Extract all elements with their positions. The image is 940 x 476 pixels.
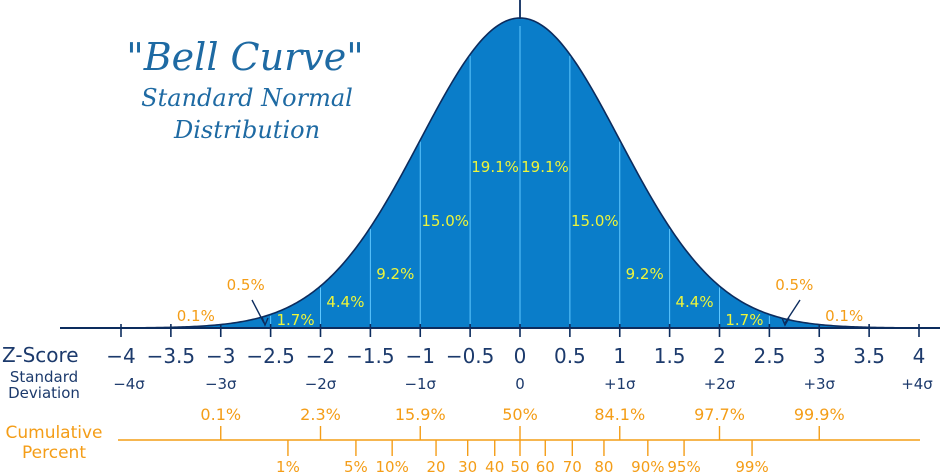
sigma-label: +3σ [803,375,835,393]
zscore-label: −3 [206,344,235,368]
sigma-label: −4σ [113,375,145,393]
region-label: 4.4% [326,293,364,311]
cumulative-major-label: 0.1% [200,405,241,424]
cumulative-minor-label: 50 [510,458,529,476]
region-label: 4.4% [676,293,714,311]
zscore-label: 3.5 [853,344,885,368]
bell-curve-area [111,18,939,328]
cumulative-major-label: 15.9% [395,405,446,424]
zscore-label: −1 [406,344,435,368]
std-row-label-line2: Deviation [8,384,80,402]
sigma-label: +1σ [604,375,636,393]
diagram-subtitle-line2: Distribution [173,116,320,144]
region-label: 1.7% [725,311,763,329]
diagram-subtitle-line1: Standard Normal [141,84,353,112]
cumulative-major-label: 50% [502,405,538,424]
zscore-row-label: Z-Score [2,343,79,367]
cumulative-minor-label: 30 [458,458,477,476]
zscore-label: 4 [913,344,926,368]
cumulative-minor-label: 90% [631,458,664,476]
cumulative-major-label: 84.1% [594,405,645,424]
cumulative-major-label: 2.3% [300,405,341,424]
zscore-label: 2 [713,344,726,368]
cumulative-minor-label: 1% [276,458,300,476]
pointer-arrow [251,299,265,324]
region-label: 15.0% [421,212,469,230]
curve-layer [60,0,940,337]
zscore-label: 0 [514,344,527,368]
sigma-label: −3σ [205,375,237,393]
sigma-label: −1σ [404,375,436,393]
bell-curve-outline [111,17,939,329]
cumulative-minor-label: 70 [563,458,582,476]
pointer-arrow-head [781,317,790,327]
region-label: 19.1% [521,158,569,176]
sigma-label: 0 [515,375,525,393]
cumulative-minor-label: 5% [344,458,368,476]
pointer-arrow [784,299,801,324]
region-label: 0.1% [825,307,863,325]
region-label: 0.1% [177,307,215,325]
cumulative-minor-label: 20 [427,458,446,476]
zscore-label: −4 [106,344,135,368]
zscore-label: −0.5 [446,344,495,368]
sigma-label: −2σ [305,375,337,393]
zscore-label: −2 [306,344,335,368]
zscore-label: 1 [613,344,626,368]
cumulative-row-label-line1: Cumulative [5,423,102,443]
cumulative-row-label-line2: Percent [22,443,86,463]
region-label: 9.2% [626,265,664,283]
pointer-arrow-head [261,316,269,327]
cumulative-minor-label: 40 [485,458,504,476]
sigma-label: +2σ [704,375,736,393]
zscore-label: 3 [813,344,826,368]
cumulative-minor-label: 95% [667,458,700,476]
zscore-label: −3.5 [147,344,196,368]
region-label: 1.7% [277,311,315,329]
cumulative-major-label: 97.7% [694,405,745,424]
cumulative-major-label: 99.9% [794,405,845,424]
zscore-label: 2.5 [753,344,785,368]
diagram-title: "Bell Curve" [126,35,363,79]
cumulative-minor-label: 99% [735,458,768,476]
region-label: 19.1% [471,158,519,176]
zscore-label: 0.5 [554,344,586,368]
cumulative-minor-label: 60 [536,458,555,476]
region-label: 0.5% [227,276,265,294]
region-label: 0.5% [775,276,813,294]
cumulative-minor-label: 80 [594,458,613,476]
zscore-label: 1.5 [654,344,686,368]
zscore-label: −2.5 [246,344,295,368]
zscore-label: −1.5 [346,344,395,368]
region-label: 9.2% [376,265,414,283]
labels-layer: 19.1% 19.1% 15.0% 15.0% 9.2% 9.2% 4.4% 4.4% 1.7%… [106,158,933,476]
cumulative-minor-label: 10% [375,458,408,476]
region-label: 15.0% [571,212,619,230]
sigma-label: +4σ [901,375,933,393]
std-row-label-line1: Standard [10,368,78,386]
